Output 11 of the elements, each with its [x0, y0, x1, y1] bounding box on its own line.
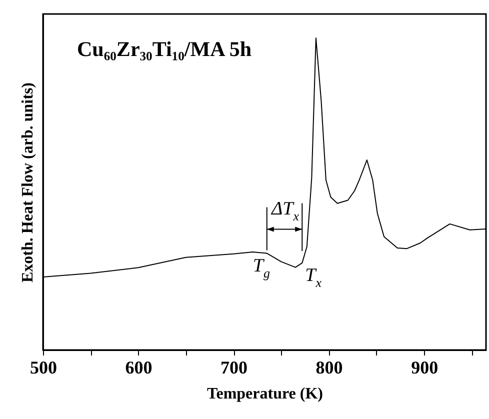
x-tick-label: 700: [220, 358, 248, 378]
x-tick-label: 800: [316, 358, 343, 378]
chart-title: Cu₆₀Zr₃₀Ti₁₀/MA 5h: [77, 37, 252, 61]
x-tick-label: 600: [125, 358, 152, 378]
annotation: ΔT$_{x}$: [270, 198, 300, 224]
x-tick-label: 500: [30, 358, 57, 378]
x-axis-title: Temperature (K): [207, 386, 323, 402]
x-tick-label: 900: [411, 358, 438, 378]
annotation: T$_{g}$: [252, 255, 270, 280]
annotation: T$_{x}$: [305, 264, 322, 290]
y-axis-title: Exoth. Heat Flow (arb. units): [20, 82, 36, 282]
